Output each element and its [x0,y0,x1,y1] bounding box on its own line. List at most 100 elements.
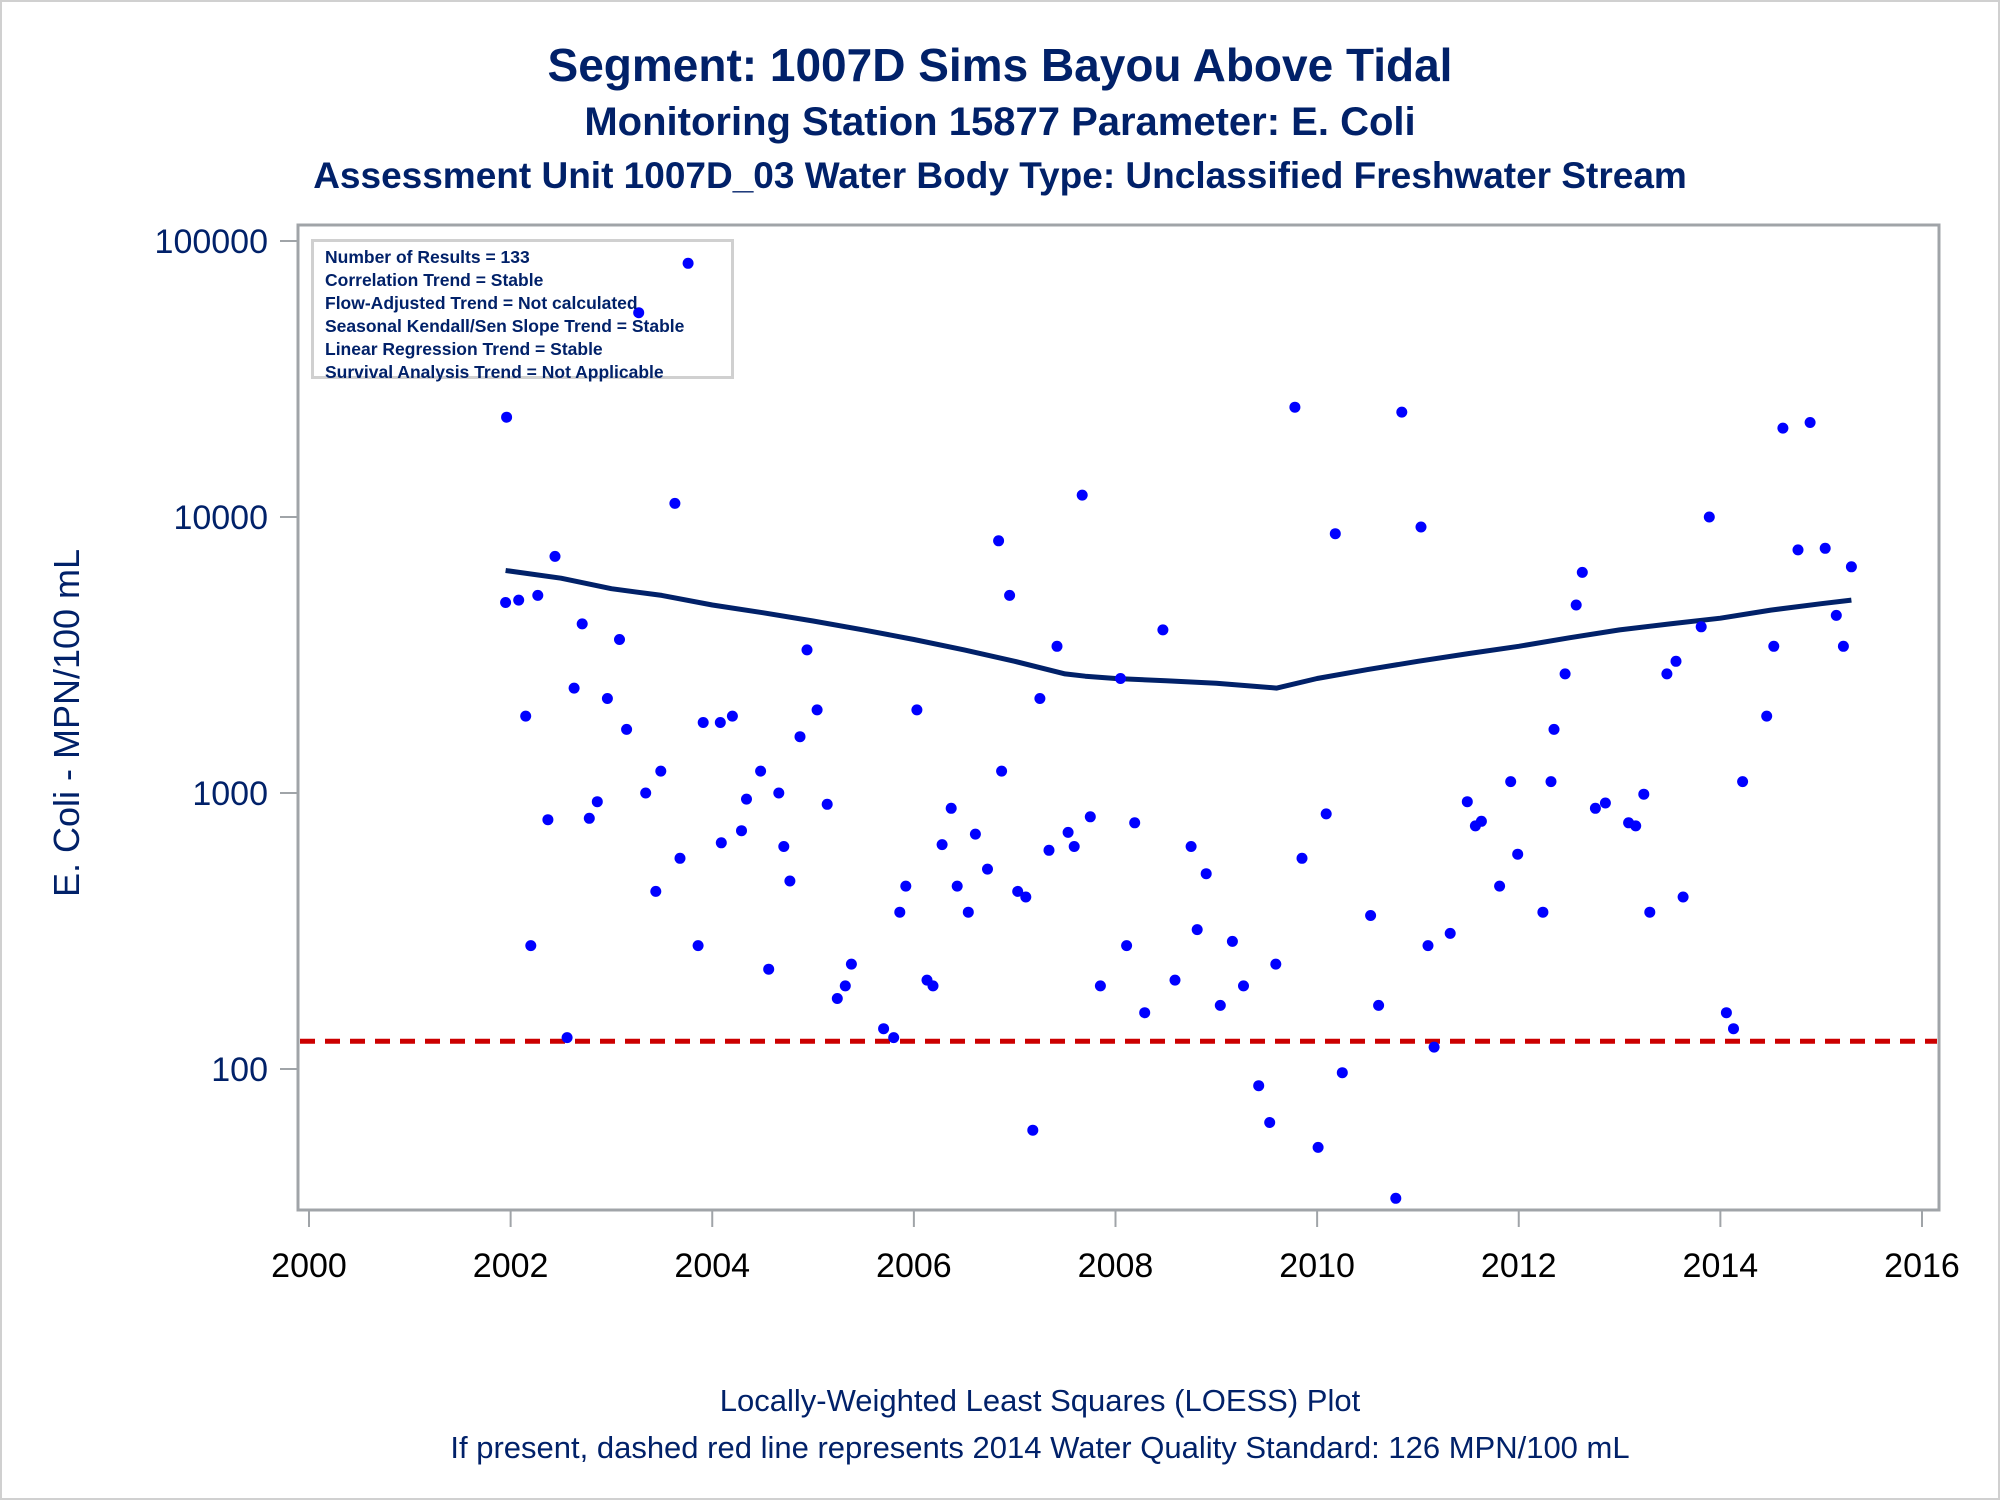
data-point [845,958,857,970]
data-point [962,906,974,918]
data-point [1076,489,1088,501]
data-point [674,852,686,864]
data-point [1728,1023,1739,1035]
data-point [1320,808,1332,820]
x-tick-label: 2010 [1279,1247,1355,1285]
data-point [1644,906,1656,918]
data-point [583,812,595,824]
data-point [1312,1141,1324,1153]
data-point [715,837,727,849]
data-point [501,411,513,423]
data-point [1004,589,1016,601]
data-point [982,863,993,875]
data-point [1792,544,1804,556]
data-point [1444,927,1456,939]
data-point [736,825,747,837]
data-point [1630,820,1642,832]
data-point [640,787,652,799]
data-point [669,497,681,509]
legend-line-survival: Survival Analysis Trend = Not Applicable [325,362,664,382]
data-point [1390,1192,1402,1204]
legend-line-correlation: Correlation Trend = Stable [325,270,544,290]
data-point [1461,796,1473,808]
data-point [714,717,726,728]
data-point [1415,521,1427,533]
data-point [561,1032,573,1044]
data-point [520,710,532,722]
x-tick-label: 2006 [876,1247,952,1285]
data-point [911,704,923,716]
y-tick-label: 100000 [155,223,268,261]
loess-curve [505,568,1852,691]
data-point [951,880,963,892]
data-point [1051,640,1063,652]
data-point [811,704,823,716]
data-point [1777,422,1789,434]
data-point [1264,1117,1276,1128]
footnote-loess: Locally-Weighted Least Squares (LOESS) P… [719,1383,1361,1418]
data-point [726,710,738,722]
data-point [1845,561,1857,573]
data-point [1329,528,1341,540]
y-tick-label: 10000 [173,499,268,537]
data-point [801,644,813,656]
data-point [945,802,957,814]
data-point [525,940,537,952]
data-point [591,796,603,808]
data-point [794,731,806,743]
data-point [542,814,554,826]
data-point [1720,1007,1732,1019]
data-point [1238,980,1249,992]
data-point [1062,826,1074,838]
data-point [1695,621,1707,633]
data-point [1570,599,1582,611]
data-point [1027,1124,1039,1136]
chart-title: Segment: 1007D Sims Bayou Above Tidal [547,39,1453,91]
data-point [821,798,833,810]
x-tick-label: 2004 [674,1247,750,1285]
data-point [996,765,1008,777]
data-point [1537,906,1549,918]
plot-frame [296,223,1941,1212]
data-point [1191,924,1203,936]
data-point [1830,609,1842,621]
legend-line-results: Number of Results = 133 [325,247,530,267]
data-point [1169,974,1181,986]
data-point [831,993,843,1004]
y-tick-label: 100 [211,1051,268,1089]
data-point [1559,668,1571,680]
data-point [1296,852,1308,864]
data-point [633,307,645,319]
data-point [900,880,912,892]
data-point [1804,417,1816,428]
data-point [650,885,662,897]
data-point [1396,406,1408,418]
data-point [655,765,667,777]
data-point [1761,710,1773,722]
data-point [614,634,625,645]
x-tick-label: 2016 [1884,1247,1960,1285]
data-point [936,839,948,851]
data-point [1768,640,1780,652]
data-point [1422,940,1434,952]
data-point [1094,980,1106,992]
data-point [839,980,851,992]
data-point [1034,693,1046,704]
data-point [1043,844,1055,856]
chart-subtitle-2: Assessment Unit 1007D_03 Water Body Type… [313,155,1687,196]
data-point [1121,940,1133,952]
data-point [513,594,525,606]
axes: 2000 2002 2004 2006 2008 2010 2012 2014 2016 100 1… [155,223,1960,1285]
data-point [1200,868,1212,880]
data-point [1737,776,1749,788]
data-point [894,906,906,918]
data-point [888,1032,900,1044]
data-point [1226,935,1238,947]
data-point [692,940,704,952]
data-point [1289,401,1301,413]
data-point [549,550,561,562]
data-point [1661,668,1673,680]
legend-line-seasonal: Seasonal Kendall/Sen Slope Trend = Stabl… [325,316,685,336]
data-point [1157,624,1169,636]
